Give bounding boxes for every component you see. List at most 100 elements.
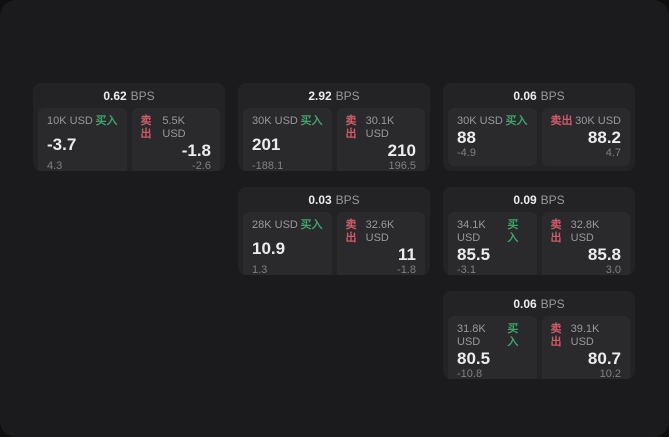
buy-top-row: 34.1K USD 买入	[457, 219, 528, 245]
buy-delta: 1.3	[252, 264, 268, 275]
sell-quote-tile[interactable]: 卖出 32.8K USD 85.8 3.0	[541, 212, 630, 275]
quote-card: 2.92 BPS 30K USD 买入 201 -188.1 卖出 30.1K …	[238, 83, 430, 171]
sell-amount: 32.6K USD	[365, 219, 395, 244]
sell-price: 210	[387, 141, 416, 160]
quote-body: 28K USD 买入 10.9 1.3 卖出 32.6K USD 11 -1.8	[238, 212, 430, 275]
buy-price: 10.9	[252, 238, 286, 258]
buy-side-label: 买入	[95, 115, 118, 127]
bps-value: 0.06	[513, 88, 537, 103]
bps-header: 0.03 BPS	[238, 187, 430, 212]
quote-body: 31.8K USD 买入 80.5 -10.8 卖出 39.1K USD 80.…	[443, 316, 635, 379]
sell-side-label: 卖出	[550, 323, 562, 348]
buy-price: -3.7	[47, 134, 77, 154]
quote-card: 0.62 BPS 10K USD 买入 -3.7 4.3 卖出 5.5K USD…	[33, 83, 225, 171]
sell-amount: 30K USD	[575, 115, 621, 127]
buy-price: 88	[457, 128, 476, 147]
sell-top-row: 卖出 5.5K USD	[141, 115, 212, 141]
sell-delta: -2.6	[192, 160, 211, 171]
buy-top-row: 28K USD 买入	[252, 219, 323, 232]
sell-price: -1.8	[181, 141, 211, 160]
buy-price: 201	[252, 134, 281, 154]
bps-value: 0.09	[513, 192, 537, 207]
sell-price: 85.8	[587, 245, 621, 264]
sell-quote-tile[interactable]: 卖出 5.5K USD -1.8 -2.6	[131, 108, 220, 171]
bps-value: 0.62	[103, 88, 127, 103]
sell-delta: 10.2	[599, 368, 621, 379]
sell-top-row: 卖出 32.6K USD	[346, 219, 417, 245]
buy-top-row: 30K USD 买入	[457, 115, 528, 128]
sell-side-label: 卖出	[345, 219, 357, 244]
quote-card: 0.09 BPS 34.1K USD 买入 85.5 -3.1 卖出 32.8K…	[443, 187, 635, 275]
sell-quote-tile[interactable]: 卖出 30K USD 88.2 4.7	[541, 108, 630, 166]
bps-unit: BPS	[540, 88, 565, 103]
buy-quote-tile[interactable]: 31.8K USD 买入 80.5 -10.8	[448, 316, 537, 379]
buy-quote-tile[interactable]: 28K USD 买入 10.9 1.3	[243, 212, 332, 275]
buy-side-label: 买入	[507, 323, 519, 348]
buy-quote-tile[interactable]: 30K USD 买入 88 -4.9	[448, 108, 537, 166]
bps-value: 2.92	[308, 88, 332, 103]
bps-header: 0.62 BPS	[33, 83, 225, 108]
buy-side-label: 买入	[507, 219, 519, 244]
bps-value: 0.03	[308, 192, 332, 207]
buy-quote-tile[interactable]: 34.1K USD 买入 85.5 -3.1	[448, 212, 537, 275]
quote-body: 10K USD 买入 -3.7 4.3 卖出 5.5K USD -1.8 -2.…	[33, 108, 225, 171]
sell-quote-tile[interactable]: 卖出 30.1K USD 210 196.5	[336, 108, 425, 171]
sell-delta: -1.8	[397, 264, 416, 275]
buy-side-label: 买入	[300, 115, 323, 127]
sell-delta: 3.0	[605, 264, 621, 275]
buy-amount: 10K USD	[47, 115, 93, 127]
quote-grid: 0.62 BPS 10K USD 买入 -3.7 4.3 卖出 5.5K USD…	[33, 83, 635, 379]
buy-quote-tile[interactable]: 10K USD 买入 -3.7 4.3	[38, 108, 127, 171]
sell-price: 80.7	[587, 349, 621, 368]
quote-card: 0.06 BPS 31.8K USD 买入 80.5 -10.8 卖出 39.1…	[443, 291, 635, 379]
buy-side-label: 买入	[505, 115, 528, 127]
buy-top-row: 31.8K USD 买入	[457, 323, 528, 349]
buy-amount: 30K USD	[252, 115, 298, 127]
sell-quote-tile[interactable]: 卖出 32.6K USD 11 -1.8	[336, 212, 425, 275]
sell-price: 11	[398, 245, 416, 264]
buy-quote-tile[interactable]: 30K USD 买入 201 -188.1	[243, 108, 332, 171]
bps-unit: BPS	[540, 192, 565, 207]
sell-delta: 4.7	[605, 147, 621, 159]
sell-side-label: 卖出	[140, 115, 152, 140]
buy-price: 80.5	[457, 349, 491, 368]
sell-side-label: 卖出	[345, 115, 357, 140]
quote-body: 30K USD 买入 88 -4.9 卖出 30K USD 88.2 4.7	[443, 108, 635, 171]
sell-top-row: 卖出 32.8K USD	[551, 219, 622, 245]
quote-body: 30K USD 买入 201 -188.1 卖出 30.1K USD 210 1…	[238, 108, 430, 171]
buy-top-row: 10K USD 买入	[47, 115, 118, 128]
buy-delta: -10.8	[457, 368, 483, 379]
sell-top-row: 卖出 39.1K USD	[551, 323, 622, 349]
bps-unit: BPS	[335, 192, 360, 207]
bps-unit: BPS	[130, 88, 155, 103]
bps-unit: BPS	[335, 88, 360, 103]
buy-amount: 31.8K USD	[457, 323, 486, 348]
sell-amount: 32.8K USD	[570, 219, 600, 244]
buy-amount: 28K USD	[252, 219, 298, 231]
bps-header: 2.92 BPS	[238, 83, 430, 108]
buy-side-label: 买入	[300, 219, 323, 231]
bps-header: 0.09 BPS	[443, 187, 635, 212]
buy-top-row: 30K USD 买入	[252, 115, 323, 128]
quote-body: 34.1K USD 买入 85.5 -3.1 卖出 32.8K USD 85.8…	[443, 212, 635, 275]
sell-amount: 5.5K USD	[162, 115, 186, 140]
buy-delta: -188.1	[252, 160, 284, 171]
buy-amount: 34.1K USD	[457, 219, 486, 244]
sell-top-row: 卖出 30K USD	[551, 115, 622, 128]
bps-header: 0.06 BPS	[443, 291, 635, 316]
bps-unit: BPS	[540, 296, 565, 311]
sell-side-label: 卖出	[550, 219, 562, 244]
sell-delta: 196.5	[388, 160, 416, 171]
buy-delta: 4.3	[47, 160, 63, 171]
bps-value: 0.06	[513, 296, 537, 311]
quote-card: 0.06 BPS 30K USD 买入 88 -4.9 卖出 30K USD 8…	[443, 83, 635, 171]
buy-price: 85.5	[457, 245, 491, 264]
sell-quote-tile[interactable]: 卖出 39.1K USD 80.7 10.2	[541, 316, 630, 379]
buy-delta: -4.9	[457, 147, 476, 159]
sell-side-label: 卖出	[550, 115, 573, 127]
buy-amount: 30K USD	[457, 115, 503, 127]
sell-amount: 30.1K USD	[365, 115, 395, 140]
bps-header: 0.06 BPS	[443, 83, 635, 108]
sell-amount: 39.1K USD	[570, 323, 600, 348]
